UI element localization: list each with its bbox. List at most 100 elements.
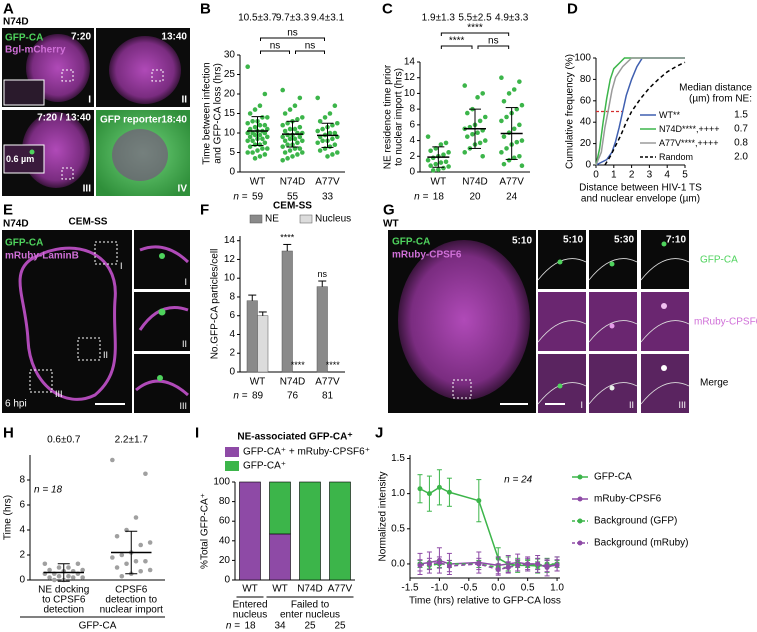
data-point (42, 561, 48, 567)
n-prefix: n = (414, 192, 428, 203)
x-tick-label: 0.0 (491, 583, 505, 594)
data-point (247, 126, 253, 132)
legend-marker (577, 496, 583, 502)
x-tick-label: N74D (462, 177, 488, 188)
data-point (425, 157, 431, 163)
data-point (287, 136, 293, 142)
particle (661, 241, 667, 247)
data-point (475, 95, 480, 100)
data-point (436, 484, 442, 490)
panel-letter: F (200, 202, 209, 219)
legend-label: GFP-CA⁺ + mRuby-CPSF6⁺ (243, 447, 370, 458)
data-point (320, 126, 325, 132)
data-point (250, 138, 255, 144)
data-point (441, 165, 446, 171)
series-line (595, 57, 685, 166)
data-point (335, 120, 340, 126)
data-point (327, 144, 333, 149)
data-point (285, 142, 290, 147)
data-point (282, 111, 288, 116)
data-point (114, 565, 120, 570)
summary-label: 1.9±1.3 (422, 13, 456, 24)
series-line (604, 61, 686, 166)
particle (158, 308, 166, 316)
data-point (257, 132, 263, 138)
particle (557, 383, 563, 389)
y-tick-label: 15 (224, 108, 236, 119)
inset (3, 79, 45, 106)
y-tick-label: 0 (224, 575, 230, 586)
summary-label: 2.2±1.7 (115, 435, 149, 446)
data-point (477, 118, 483, 124)
data-point (443, 159, 449, 165)
nucleus (398, 240, 530, 400)
chart-title: CEM-SS (273, 201, 312, 212)
n-label: 55 (287, 192, 299, 203)
y-tick-label: 8 (229, 291, 235, 302)
y-tick-label: 0 (409, 167, 415, 178)
bar (246, 300, 258, 373)
data-point (297, 124, 303, 130)
data-point (292, 126, 298, 132)
y-axis-label: Normalized intensity (378, 471, 389, 561)
x-axis-label: Distance between HIV-1 TS (579, 183, 702, 194)
legend-label: N74D****,++++ (659, 124, 720, 134)
data-point (519, 138, 525, 143)
data-point (114, 533, 120, 539)
data-point (56, 573, 62, 579)
panel-letter: I (195, 425, 199, 442)
data-point (292, 136, 298, 142)
data-point (499, 75, 504, 81)
channel-label: GFP-CA (5, 238, 43, 249)
data-point (285, 132, 290, 138)
data-point (525, 561, 531, 567)
legend-swatch (225, 447, 239, 457)
data-point (554, 562, 560, 568)
x-axis-label: and nuclear envelope (µm) (581, 194, 700, 205)
y-tick-label: 1.0 (391, 488, 405, 499)
significance-label: **** (467, 23, 483, 34)
data-point (262, 91, 268, 97)
bar (257, 315, 269, 373)
group-label: Failed to (291, 600, 330, 611)
particle (609, 261, 615, 267)
data-point (110, 457, 115, 463)
data-point (446, 489, 452, 495)
y-tick-label: 4 (19, 525, 25, 536)
data-point (119, 552, 125, 558)
n-label: 20 (469, 192, 481, 203)
x-tick-label: 2 (629, 170, 635, 181)
panel-letter: D (567, 1, 578, 18)
data-point (511, 87, 517, 92)
particle (159, 253, 165, 259)
data-point (335, 150, 340, 155)
data-point (517, 153, 522, 159)
significance-label: ns (287, 28, 298, 39)
strain-label: WT (383, 219, 399, 230)
x-tick-label: -1.0 (431, 583, 449, 594)
data-point (436, 560, 442, 566)
particle (609, 323, 615, 329)
data-point (265, 146, 270, 151)
n-prefix: n = (233, 391, 247, 402)
data-point (514, 139, 520, 145)
data-point (245, 138, 250, 144)
data-point (428, 148, 433, 154)
roman-label: III (83, 184, 92, 195)
y-axis-label: and GFP-CA loss (hrs) (213, 63, 224, 164)
data-point (517, 79, 522, 84)
x-axis-label: Time (hrs) relative to GFP-CA loss (409, 596, 561, 607)
data-point (438, 160, 444, 165)
roman-label: I (184, 277, 187, 287)
channel-label: GFP-CA (5, 33, 43, 44)
data-point (482, 138, 488, 143)
particle (157, 375, 163, 381)
time-label: 7:20 / 13:40 (37, 113, 91, 124)
annotation: n = 24 (504, 475, 533, 486)
x-tick-label: 3 (647, 170, 653, 181)
roi-box (61, 167, 74, 180)
time-label: 5:10 (563, 235, 583, 246)
y-tick-label: 14 (404, 57, 416, 68)
data-point (66, 573, 71, 579)
y-tick-label: 5 (229, 147, 235, 158)
